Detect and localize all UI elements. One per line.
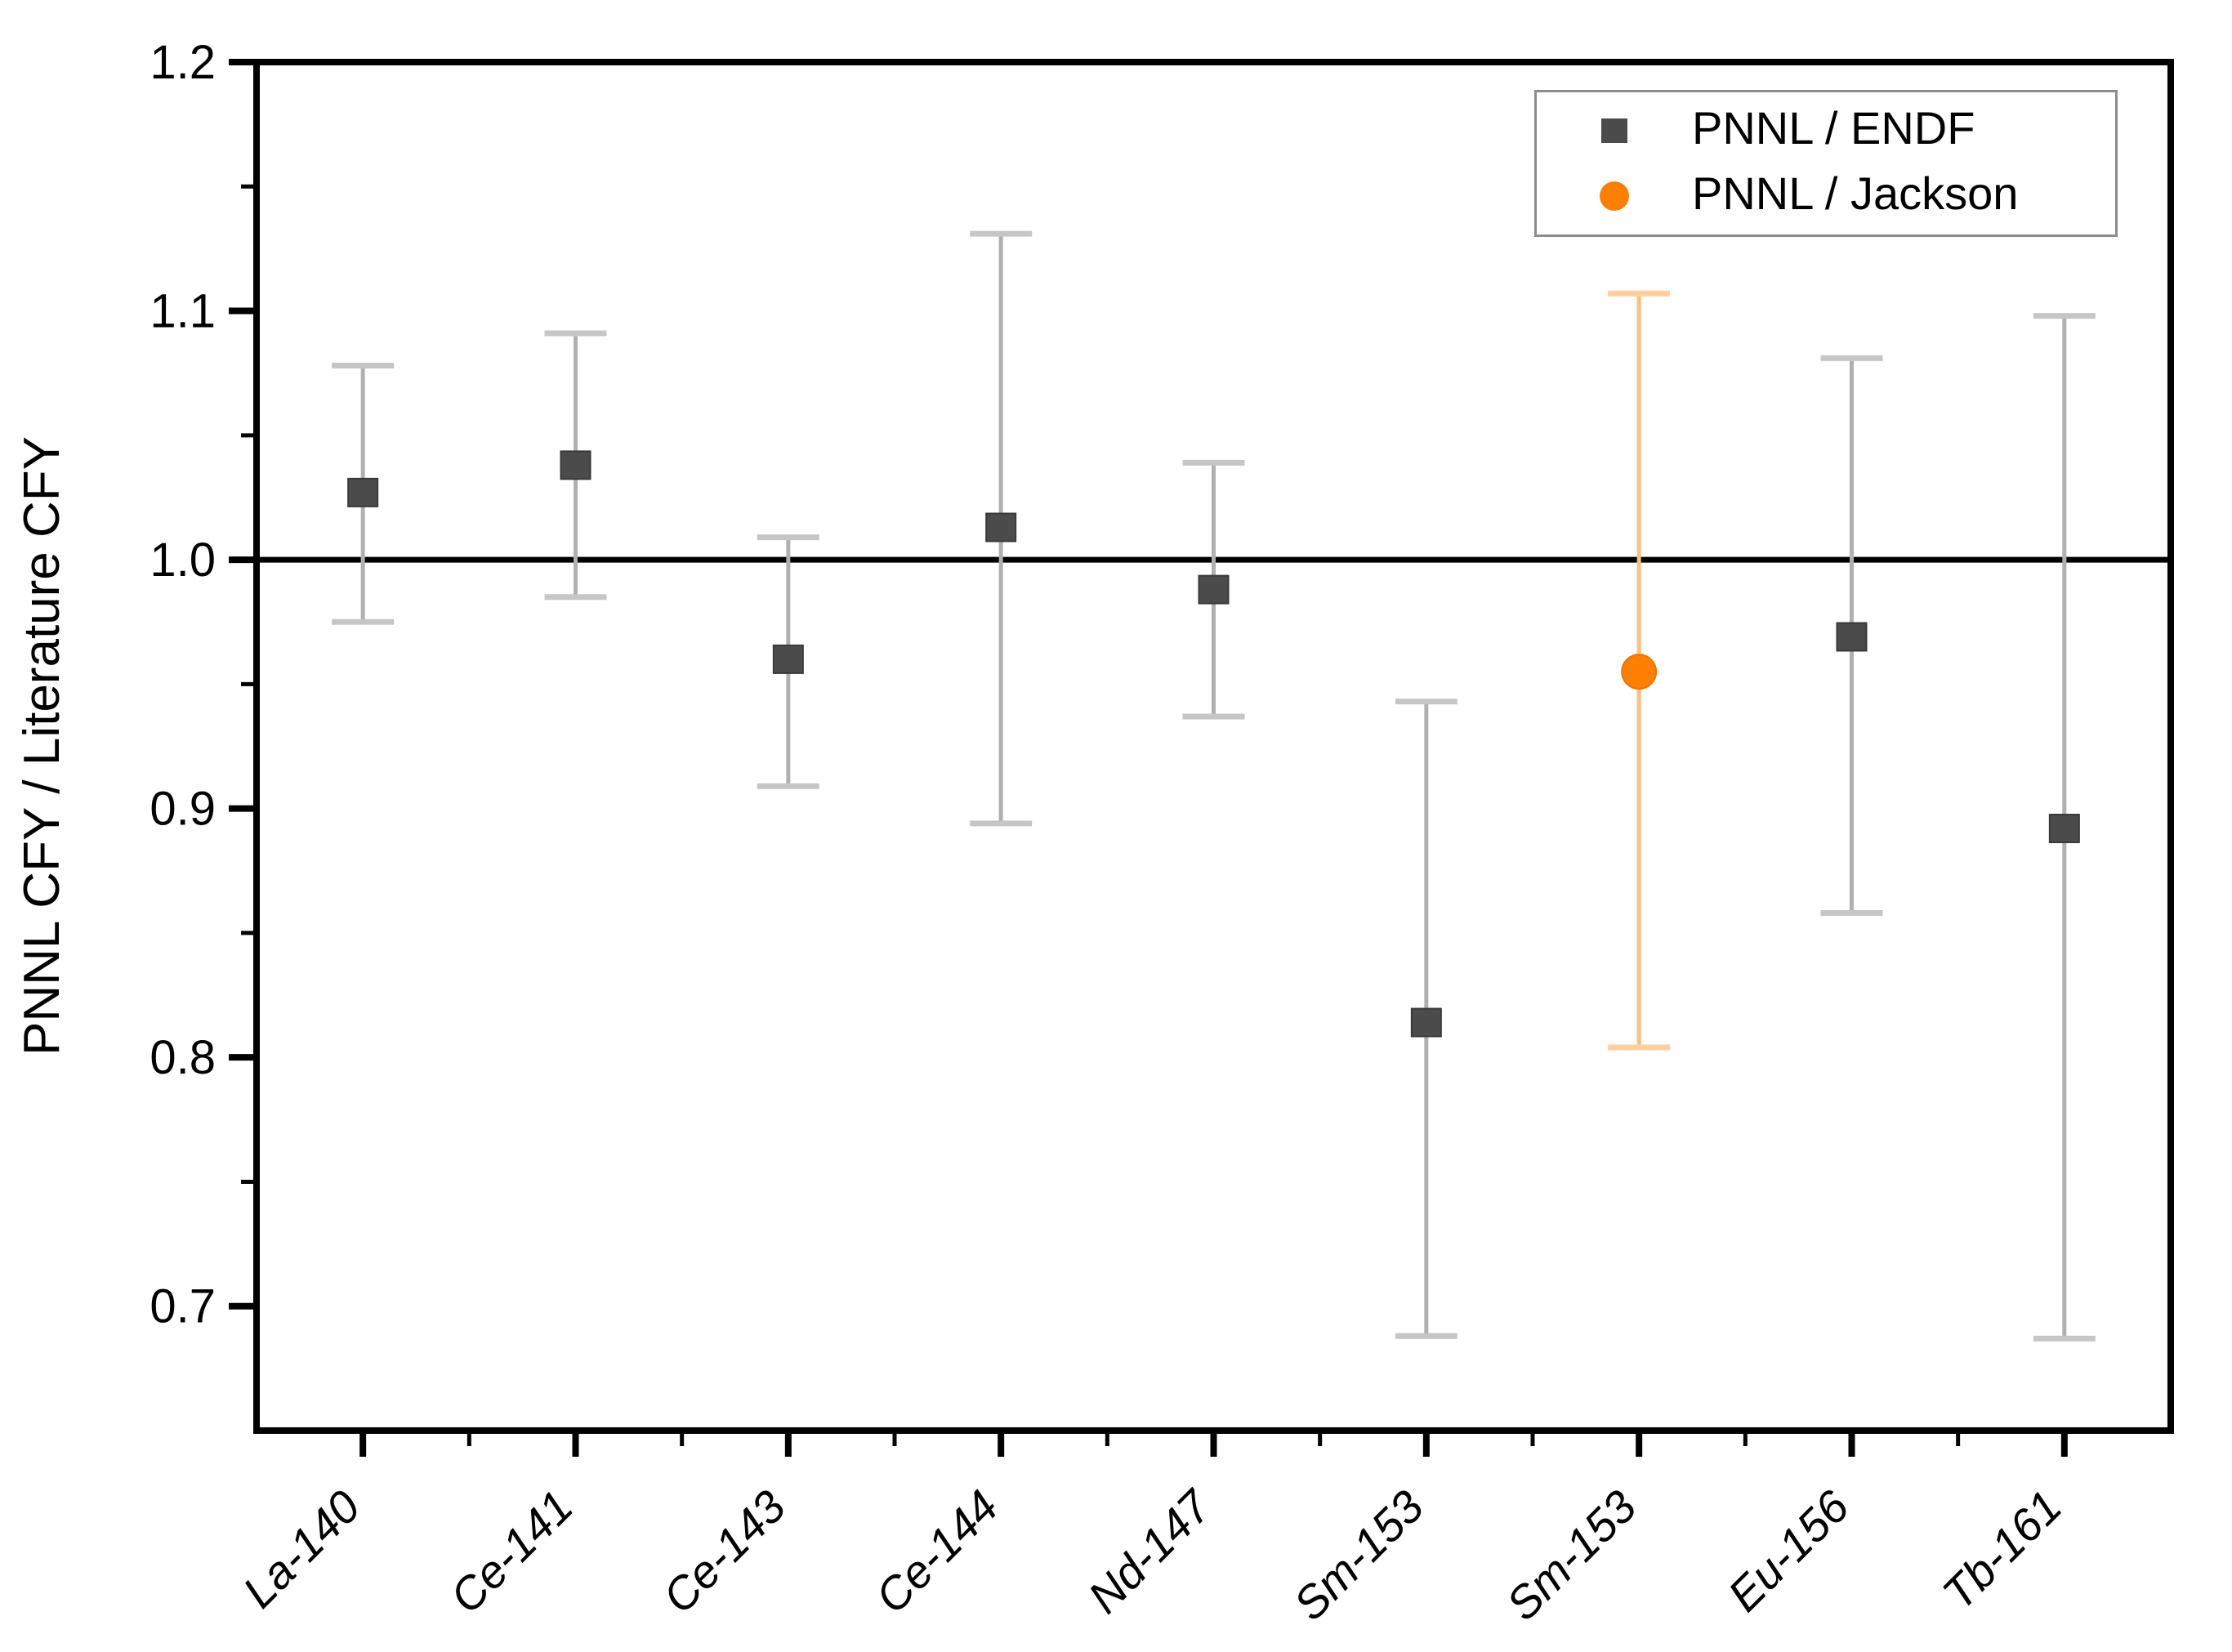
y-tick-label: 0.9 (150, 783, 216, 836)
y-tick-label: 0.7 (150, 1280, 216, 1333)
x-tick-label: Tb-161 (1932, 1480, 2071, 1619)
tick-label-layer: 1.2 1.1 1.0 0.9 0.8 0.7 La-140 Ce-141 Ce-143 Ce-1… (150, 36, 2071, 1630)
data-point-square (772, 644, 804, 674)
x-tick-label: Sm-153 (1283, 1480, 1433, 1630)
x-tick-label: Ce-143 (653, 1480, 795, 1623)
data-point-square (1410, 1007, 1442, 1038)
legend-marker-cell (1537, 118, 1692, 143)
x-tick-label: Ce-141 (440, 1480, 583, 1623)
square-marker-icon (1601, 118, 1627, 143)
y-tick-label: 1.1 (150, 285, 216, 338)
data-point-square (560, 450, 591, 480)
data-point-square (1836, 622, 1868, 652)
axis-frame (253, 59, 2174, 1434)
legend-label-jackson: PNNL / Jackson (1692, 167, 2019, 219)
data-point-square (347, 477, 379, 507)
x-tick-label: Ce-144 (865, 1480, 1007, 1623)
y-tick-label: 0.8 (150, 1031, 216, 1084)
legend-box: PNNL / ENDF PNNL / Jackson (1534, 90, 2118, 237)
legend-label-endf: PNNL / ENDF (1692, 102, 1975, 154)
error-bar-layer (332, 230, 2096, 1342)
data-point-square (2048, 814, 2080, 843)
legend-entry-jackson: PNNL / Jackson (1537, 169, 2115, 223)
y-axis-title: PNNL CFY / Literature CFY (14, 436, 70, 1056)
y-tick-label: 1.0 (150, 534, 216, 587)
x-tick-label: Nd-147 (1078, 1480, 1222, 1623)
tick-layer (229, 59, 2068, 1457)
data-point-square (985, 512, 1017, 542)
x-tick-label: La-140 (233, 1480, 370, 1618)
circle-marker-icon (1600, 181, 1629, 211)
legend-entry-endf: PNNL / ENDF (1537, 104, 2115, 158)
data-marker-layer (347, 450, 2080, 1038)
y-tick-label: 1.2 (150, 36, 216, 89)
data-point-circle (1621, 654, 1658, 690)
x-tick-label: Sm-153 (1496, 1480, 1645, 1630)
x-tick-label: Eu-156 (1718, 1480, 1859, 1621)
legend-marker-cell (1537, 181, 1692, 211)
data-point-square (1198, 574, 1230, 605)
axis-frame-layer (253, 59, 2174, 1434)
